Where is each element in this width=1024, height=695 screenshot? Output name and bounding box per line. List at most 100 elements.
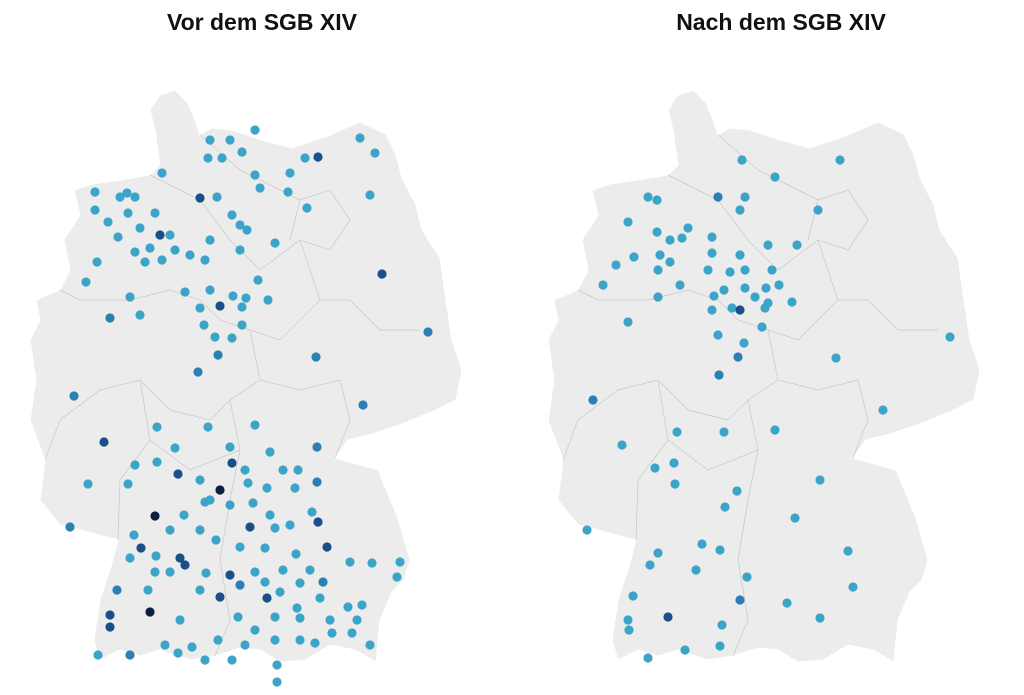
location-dot bbox=[245, 522, 255, 532]
location-dot bbox=[180, 560, 190, 570]
location-dot bbox=[90, 205, 100, 215]
location-dot bbox=[155, 230, 165, 240]
location-dot bbox=[750, 292, 760, 302]
location-dot bbox=[103, 217, 113, 227]
location-dot bbox=[250, 170, 260, 180]
location-dot bbox=[90, 187, 100, 197]
location-dot bbox=[237, 302, 247, 312]
location-dot bbox=[253, 275, 263, 285]
country-shape bbox=[547, 89, 981, 663]
location-dot bbox=[392, 572, 402, 582]
location-dot bbox=[215, 301, 225, 311]
location-dot bbox=[345, 557, 355, 567]
location-dot bbox=[588, 395, 598, 405]
location-dot bbox=[774, 280, 784, 290]
location-dot bbox=[707, 248, 717, 258]
location-dot bbox=[275, 587, 285, 597]
location-dot bbox=[831, 353, 841, 363]
location-dot bbox=[757, 322, 767, 332]
location-dot bbox=[180, 287, 190, 297]
location-dot bbox=[683, 223, 693, 233]
location-dot bbox=[717, 620, 727, 630]
location-dot bbox=[179, 510, 189, 520]
location-dot bbox=[205, 285, 215, 295]
location-dot bbox=[663, 612, 673, 622]
map-title: Vor dem SGB XIV bbox=[167, 9, 358, 35]
location-dot bbox=[143, 585, 153, 595]
location-dot bbox=[199, 320, 209, 330]
location-dot bbox=[655, 250, 665, 260]
location-dot bbox=[83, 479, 93, 489]
location-dot bbox=[709, 291, 719, 301]
location-dot bbox=[285, 168, 295, 178]
location-dot bbox=[652, 195, 662, 205]
location-dot bbox=[248, 498, 258, 508]
location-dot bbox=[255, 183, 265, 193]
location-dot bbox=[767, 265, 777, 275]
location-dot bbox=[790, 513, 800, 523]
location-dot bbox=[150, 208, 160, 218]
location-dot bbox=[265, 447, 275, 457]
location-dot bbox=[691, 565, 701, 575]
location-dot bbox=[211, 535, 221, 545]
location-dot bbox=[629, 252, 639, 262]
location-dot bbox=[160, 640, 170, 650]
location-dot bbox=[250, 125, 260, 135]
map-right bbox=[547, 89, 981, 663]
location-dot bbox=[225, 500, 235, 510]
location-dot bbox=[628, 591, 638, 601]
location-dot bbox=[815, 613, 825, 623]
location-dot bbox=[352, 615, 362, 625]
location-dot bbox=[200, 255, 210, 265]
location-dot bbox=[624, 625, 634, 635]
location-dot bbox=[735, 205, 745, 215]
location-dot bbox=[250, 567, 260, 577]
location-dot bbox=[152, 457, 162, 467]
location-dot bbox=[305, 565, 315, 575]
location-dot bbox=[213, 635, 223, 645]
location-dot bbox=[250, 625, 260, 635]
location-dot bbox=[205, 235, 215, 245]
location-dot bbox=[150, 511, 160, 521]
location-dot bbox=[195, 193, 205, 203]
location-dot bbox=[130, 192, 140, 202]
location-dot bbox=[770, 425, 780, 435]
location-dot bbox=[93, 650, 103, 660]
location-dot bbox=[365, 640, 375, 650]
location-dot bbox=[733, 352, 743, 362]
location-dot bbox=[157, 255, 167, 265]
location-dot bbox=[322, 542, 332, 552]
location-dot bbox=[165, 567, 175, 577]
location-dot bbox=[735, 250, 745, 260]
location-dot bbox=[325, 615, 335, 625]
location-dot bbox=[105, 610, 115, 620]
location-dot bbox=[370, 148, 380, 158]
location-dot bbox=[200, 497, 210, 507]
location-dot bbox=[140, 257, 150, 267]
location-dot bbox=[295, 613, 305, 623]
location-dot bbox=[315, 593, 325, 603]
location-dot bbox=[312, 442, 322, 452]
location-dot bbox=[130, 460, 140, 470]
location-dot bbox=[295, 578, 305, 588]
location-dot bbox=[715, 545, 725, 555]
location-dot bbox=[355, 133, 365, 143]
location-dot bbox=[165, 525, 175, 535]
location-dot bbox=[763, 240, 773, 250]
location-dot bbox=[307, 507, 317, 517]
location-dot bbox=[782, 598, 792, 608]
location-dot bbox=[713, 192, 723, 202]
location-dot bbox=[291, 549, 301, 559]
location-dot bbox=[617, 440, 627, 450]
location-dot bbox=[173, 648, 183, 658]
location-dot bbox=[843, 546, 853, 556]
location-dot bbox=[653, 292, 663, 302]
location-dot bbox=[357, 600, 367, 610]
location-dot bbox=[343, 602, 353, 612]
location-dot bbox=[237, 147, 247, 157]
location-dot bbox=[81, 277, 91, 287]
location-dot bbox=[760, 303, 770, 313]
location-dot bbox=[69, 391, 79, 401]
location-dot bbox=[295, 635, 305, 645]
location-dot bbox=[165, 230, 175, 240]
